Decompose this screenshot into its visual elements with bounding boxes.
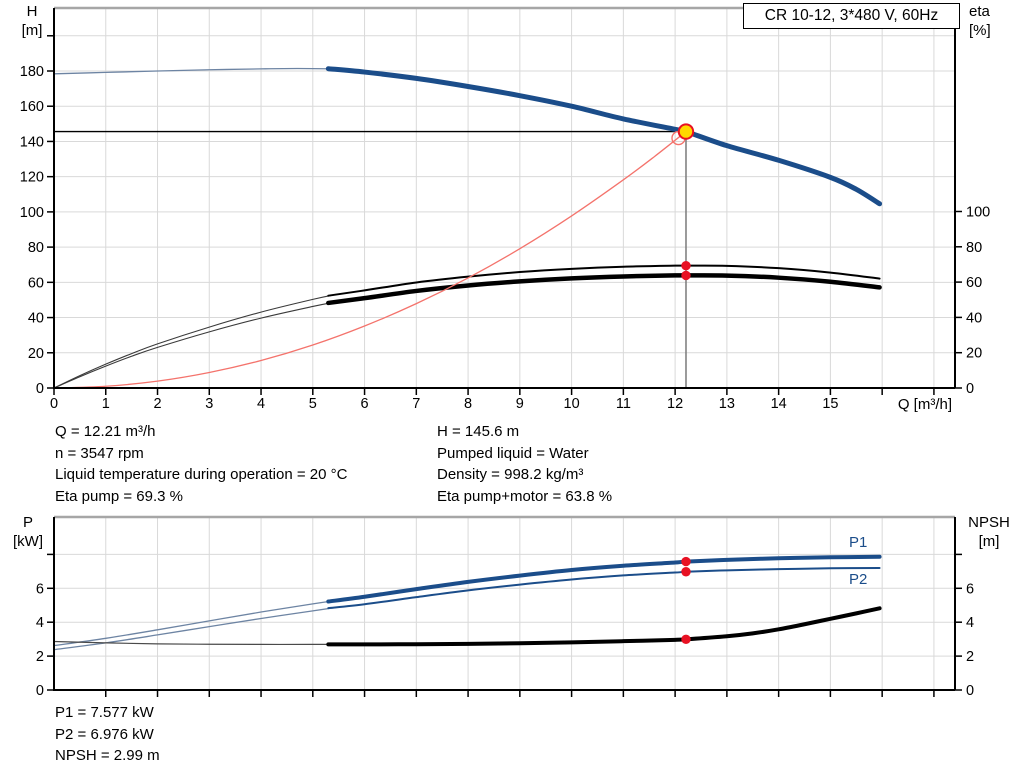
x-tick-label: 6 <box>361 396 369 412</box>
p1-curve-label: P1 <box>849 534 868 551</box>
x-tick-label: 15 <box>822 396 838 412</box>
left-tick-label: 4 <box>36 615 44 631</box>
p-axis-title-line2: [kW] <box>13 532 43 550</box>
x-tick-label: 10 <box>564 396 580 412</box>
eta-pump-duty-dot <box>681 260 691 271</box>
right-tick-label: 20 <box>966 346 982 362</box>
p2-duty-dot <box>681 567 691 577</box>
left-tick-label: 0 <box>36 381 44 397</box>
x-tick-label: 2 <box>153 396 161 412</box>
x-tick-label: 4 <box>257 396 265 412</box>
left-tick-label: 2 <box>36 649 44 665</box>
head-curve <box>325 66 883 207</box>
left-tick-label: 160 <box>20 99 44 115</box>
x-tick-label: 14 <box>771 396 787 412</box>
npsh-value-text: NPSH = 2.99 m <box>55 747 160 765</box>
x-tick-label: 0 <box>50 396 58 412</box>
eta-axis-title: eta [%] <box>969 3 1019 40</box>
p2-curve-label: P2 <box>849 571 868 588</box>
right-tick-label: 60 <box>966 275 982 291</box>
h-axis-title: H [m] <box>12 3 52 40</box>
npsh-axis-title-line2: [m] <box>978 532 1000 550</box>
right-tick-label: 80 <box>966 240 982 256</box>
left-tick-label: 40 <box>28 311 44 327</box>
p2-curve <box>327 566 881 610</box>
left-tick-label: 60 <box>28 275 44 291</box>
x-tick-label: 13 <box>719 396 735 412</box>
p-axis-title-line1: P <box>22 514 33 531</box>
duty-density-text: Density = 998.2 kg/m³ <box>437 466 584 484</box>
p1-curve <box>326 554 882 604</box>
left-tick-label: 120 <box>20 170 44 186</box>
left-tick-label: 20 <box>28 346 44 362</box>
p1-curve-lead <box>53 599 337 647</box>
left-tick-label: 6 <box>36 581 44 597</box>
h-axis-title-line1: H <box>26 3 38 20</box>
left-tick-label: 100 <box>20 205 44 221</box>
right-tick-label: 40 <box>966 310 982 326</box>
left-tick-label: 180 <box>20 64 44 80</box>
left-tick-label: 0 <box>36 683 44 699</box>
duty-temperature-text: Liquid temperature during operation = 20… <box>55 466 348 484</box>
x-tick-label: 1 <box>102 396 110 412</box>
left-tick-label: 80 <box>28 240 44 256</box>
npsh-axis-title: NPSH [m] <box>960 514 1018 551</box>
eta-axis-title-line1: eta <box>969 3 990 20</box>
system-curve <box>53 130 687 389</box>
duty-flow-text: Q = 12.21 m³/h <box>55 423 156 440</box>
eta-pump-motor-curve <box>326 273 882 306</box>
x-tick-label: 11 <box>616 396 631 412</box>
x-tick-label: 3 <box>205 396 213 412</box>
x-tick-label: 5 <box>309 396 317 412</box>
right-tick-label: 6 <box>966 581 974 597</box>
right-tick-label: 4 <box>966 615 974 631</box>
npsh-axis-title-line1: NPSH <box>968 514 1010 531</box>
q-axis-title: Q [m³/h] <box>897 396 952 413</box>
duty-eta-pump-text: Eta pump = 69.3 % <box>55 488 183 506</box>
npsh-curve-lead <box>53 640 337 646</box>
power-info: P1 = 7.577 kW P2 = 6.976 kW NPSH = 2.99 … <box>55 702 160 767</box>
h-axis-title-line2: [m] <box>21 21 43 39</box>
eta-pump-motor-duty-dot <box>681 270 691 281</box>
eta-pump-curve <box>327 264 881 297</box>
duty-point-marker[interactable] <box>677 123 695 140</box>
p2-curve-lead <box>53 606 337 651</box>
duty-info-right: H = 145.6 m Pumped liquid = Water Densit… <box>437 421 612 508</box>
npsh-duty-dot <box>681 634 691 645</box>
p2-value-text: P2 = 6.976 kW <box>55 725 154 743</box>
p1-duty-dot <box>681 556 691 567</box>
left-tick-label: 140 <box>20 134 44 150</box>
right-tick-label: 2 <box>966 649 974 665</box>
duty-info-left: Q = 12.21 m³/h n = 3547 rpm Liquid tempe… <box>55 421 347 508</box>
right-tick-label: 0 <box>966 683 974 699</box>
duty-liquid-text: Pumped liquid = Water <box>437 444 589 462</box>
eta-axis-title-line2: [%] <box>969 21 991 39</box>
head-curve-lead <box>53 67 337 75</box>
x-tick-label: 7 <box>412 396 420 412</box>
npsh-curve <box>326 606 882 647</box>
p-axis-title: P [kW] <box>6 514 50 551</box>
right-tick-label: 0 <box>966 381 974 397</box>
p1-value-text: P1 = 7.577 kW <box>55 704 154 721</box>
eta-pump-curve-lead <box>53 293 337 389</box>
x-tick-label: 8 <box>464 396 472 412</box>
duty-eta-pump-motor-text: Eta pump+motor = 63.8 % <box>437 488 613 506</box>
duty-head-text: H = 145.6 m <box>437 423 520 440</box>
duty-speed-text: n = 3547 rpm <box>55 444 144 462</box>
x-tick-label: 9 <box>516 396 524 412</box>
right-tick-label: 100 <box>966 205 990 221</box>
pump-title-box: CR 10-12, 3*480 V, 60Hz <box>743 3 960 29</box>
eta-pump-motor-curve-lead <box>53 301 337 389</box>
x-tick-label: 12 <box>667 396 683 412</box>
